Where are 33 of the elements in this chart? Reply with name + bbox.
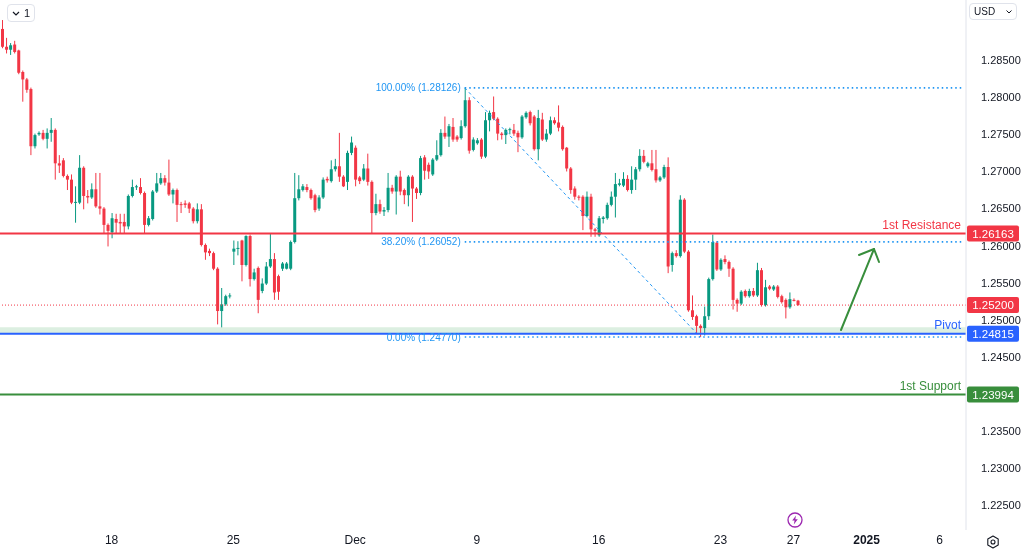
y-tick-label: 1.27500 xyxy=(981,128,1021,141)
y-tick-label: 1.23500 xyxy=(981,425,1021,438)
y-tick-label: 1.22500 xyxy=(981,499,1021,512)
ref-line-label: Pivot xyxy=(934,317,962,332)
y-axis-title: USD xyxy=(974,6,996,17)
x-tick-label: 16 xyxy=(592,533,606,547)
x-tick-label: 2025 xyxy=(853,533,881,547)
x-tick-label: 23 xyxy=(713,533,728,547)
text: 1.25200 xyxy=(972,299,1014,312)
x-tick-label: 25 xyxy=(226,533,241,547)
ref-line-label: 1st Resistance xyxy=(882,217,962,232)
series-label: 38.20% (1.26052) xyxy=(381,236,461,248)
text: 1.26163 xyxy=(972,227,1014,240)
y-tick-label: 1.25000 xyxy=(981,313,1021,326)
x-tick-label: 18 xyxy=(104,533,119,547)
y-tick-label: 1.28000 xyxy=(981,91,1021,104)
annotation: 1 xyxy=(24,7,31,19)
y-tick-label: 1.23000 xyxy=(981,462,1021,475)
series-label: 0.00% (1.24770) xyxy=(386,331,461,343)
ref-line-label: 1st Support xyxy=(899,378,962,393)
y-tick-label: 1.26000 xyxy=(981,239,1021,252)
y-tick-label: 1.26500 xyxy=(981,202,1021,215)
text: 1.23994 xyxy=(972,388,1015,401)
y-tick-label: 1.28500 xyxy=(981,54,1021,67)
x-tick-label: 27 xyxy=(786,533,801,547)
y-tick-label: 1.24500 xyxy=(981,350,1021,363)
y-tick-label: 1.25500 xyxy=(981,276,1021,289)
y-tick-label: 1.27000 xyxy=(981,165,1021,178)
series-label: 100.00% (1.28126) xyxy=(375,82,461,94)
x-tick-label: Dec xyxy=(344,533,366,547)
x-tick-label: 6 xyxy=(936,533,944,547)
x-tick-label: 9 xyxy=(473,533,481,547)
text: 1.24815 xyxy=(972,327,1014,340)
